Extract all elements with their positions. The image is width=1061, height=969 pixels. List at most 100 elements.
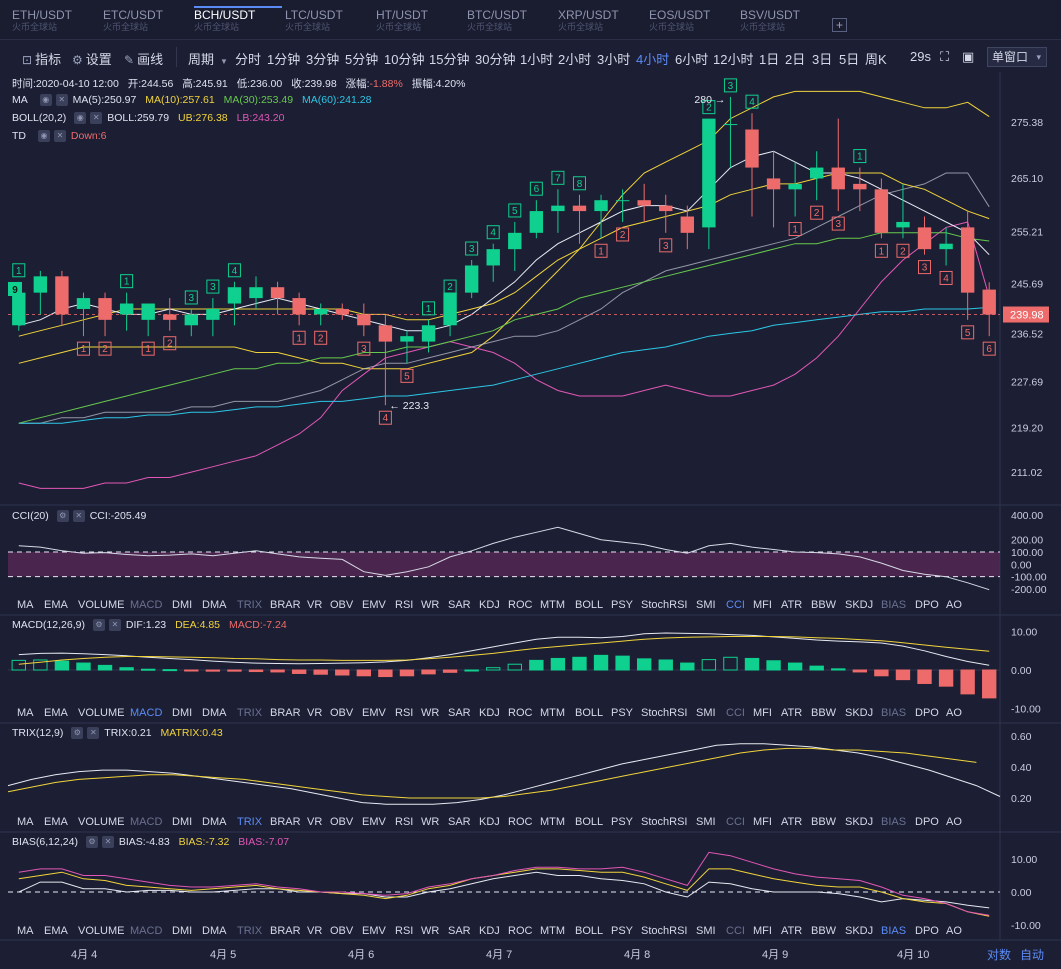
indicator-tab-vr[interactable]: VR — [307, 599, 323, 611]
indicator-tab-bias[interactable]: BIAS — [881, 599, 907, 611]
indicators-button[interactable]: ⊡ 指标 — [22, 49, 61, 68]
indicator-tab-emv[interactable]: EMV — [362, 599, 386, 611]
period-15[interactable]: 3日 — [812, 52, 833, 67]
indicator-tab-atr[interactable]: ATR — [781, 816, 803, 828]
close-icon[interactable]: ✕ — [72, 510, 85, 523]
gear-icon[interactable]: ⚙ — [71, 727, 84, 740]
period-17[interactable]: 周K — [865, 52, 887, 67]
period-4[interactable]: 10分钟 — [384, 52, 425, 67]
period-11[interactable]: 6小时 — [675, 52, 709, 67]
indicator-tab-macd[interactable]: MACD — [130, 599, 163, 611]
indicator-tab-emv[interactable]: EMV — [362, 707, 386, 719]
indicator-tab-rsi[interactable]: RSI — [395, 816, 414, 828]
indicator-tab-macd[interactable]: MACD — [130, 816, 163, 828]
period-10[interactable]: 4小时 — [636, 52, 670, 67]
indicator-tab-volume[interactable]: VOLUME — [78, 599, 125, 611]
indicator-tab-atr[interactable]: ATR — [781, 707, 803, 719]
indicator-tab-sar[interactable]: SAR — [448, 599, 471, 611]
indicator-tab-mfi[interactable]: MFI — [753, 925, 772, 937]
auto-scale-toggle[interactable]: 自动 — [1020, 948, 1045, 962]
indicator-tab-mtm[interactable]: MTM — [540, 707, 566, 719]
indicator-tab-trix[interactable]: TRIX — [237, 816, 263, 828]
indicator-tab-mfi[interactable]: MFI — [753, 707, 772, 719]
indicator-tab-ao[interactable]: AO — [946, 925, 962, 937]
indicator-tab-mfi[interactable]: MFI — [753, 816, 772, 828]
indicator-tab-dpo[interactable]: DPO — [915, 816, 939, 828]
indicator-tab-dma[interactable]: DMA — [202, 816, 227, 828]
gear-icon[interactable]: ⚙ — [92, 619, 105, 632]
indicator-tab-psy[interactable]: PSY — [611, 816, 634, 828]
close-icon[interactable]: ✕ — [55, 94, 68, 107]
close-icon[interactable]: ✕ — [90, 112, 103, 125]
indicator-tab-brar[interactable]: BRAR — [270, 816, 301, 828]
indicator-tab-stochrsi[interactable]: StochRSI — [641, 816, 688, 828]
draw-button[interactable]: ✎ 画线 — [124, 49, 163, 68]
period-12[interactable]: 12小时 — [713, 52, 754, 67]
indicator-tab-roc[interactable]: ROC — [508, 816, 533, 828]
indicator-tab-cci[interactable]: CCI — [726, 816, 745, 828]
indicator-tab-skdj[interactable]: SKDJ — [845, 816, 874, 828]
indicator-tab-kdj[interactable]: KDJ — [479, 707, 500, 719]
indicator-tab-ao[interactable]: AO — [946, 707, 962, 719]
period-14[interactable]: 2日 — [785, 52, 806, 67]
indicator-tab-ao[interactable]: AO — [946, 599, 962, 611]
eye-icon[interactable]: ◉ — [38, 130, 50, 143]
indicator-tab-ma[interactable]: MA — [17, 599, 34, 611]
gear-icon[interactable]: ⚙ — [85, 836, 98, 849]
indicator-tab-rsi[interactable]: RSI — [395, 925, 414, 937]
indicator-tab-ema[interactable]: EMA — [44, 925, 68, 937]
indicator-tab-macd[interactable]: MACD — [130, 925, 163, 937]
indicator-tab-kdj[interactable]: KDJ — [479, 925, 500, 937]
indicator-tab-dmi[interactable]: DMI — [172, 925, 193, 937]
indicator-tab-vr[interactable]: VR — [307, 816, 323, 828]
period-dropdown[interactable]: 周期 ▼ — [188, 49, 228, 68]
indicator-tab-dmi[interactable]: DMI — [172, 599, 193, 611]
indicator-tab-smi[interactable]: SMI — [696, 816, 716, 828]
indicator-tab-bbw[interactable]: BBW — [811, 925, 837, 937]
indicator-tab-mtm[interactable]: MTM — [540, 925, 566, 937]
indicator-tab-kdj[interactable]: KDJ — [479, 816, 500, 828]
window-mode-select[interactable]: 单窗口 ▾ — [987, 47, 1047, 67]
indicator-tab-rsi[interactable]: RSI — [395, 599, 414, 611]
indicator-tab-smi[interactable]: SMI — [696, 707, 716, 719]
indicator-tab-boll[interactable]: BOLL — [575, 599, 604, 611]
indicator-tab-cci[interactable]: CCI — [726, 707, 745, 719]
indicator-tab-ao[interactable]: AO — [946, 816, 962, 828]
fullscreen-icon[interactable]: ⛶ — [940, 49, 950, 64]
indicator-tab-stochrsi[interactable]: StochRSI — [641, 599, 688, 611]
indicator-tab-dmi[interactable]: DMI — [172, 816, 193, 828]
indicator-tab-bbw[interactable]: BBW — [811, 816, 837, 828]
indicator-tab-wr[interactable]: WR — [421, 816, 440, 828]
indicator-tab-roc[interactable]: ROC — [508, 707, 533, 719]
indicator-tab-psy[interactable]: PSY — [611, 925, 634, 937]
indicator-tab-skdj[interactable]: SKDJ — [845, 707, 874, 719]
indicator-tab-boll[interactable]: BOLL — [575, 925, 604, 937]
indicator-tab-atr[interactable]: ATR — [781, 925, 803, 937]
indicator-tab-atr[interactable]: ATR — [781, 599, 803, 611]
period-0[interactable]: 分时 — [235, 52, 262, 67]
indicator-tab-brar[interactable]: BRAR — [270, 925, 301, 937]
indicator-tab-volume[interactable]: VOLUME — [78, 816, 125, 828]
indicator-tab-cci[interactable]: CCI — [726, 599, 745, 611]
settings-panel-icon[interactable]: ▣ — [962, 49, 975, 64]
period-5[interactable]: 15分钟 — [429, 52, 470, 67]
indicator-tab-sar[interactable]: SAR — [448, 816, 471, 828]
indicator-tab-bias[interactable]: BIAS — [881, 925, 907, 937]
close-icon[interactable]: ✕ — [87, 727, 100, 740]
indicator-tab-sar[interactable]: SAR — [448, 925, 471, 937]
period-7[interactable]: 1小时 — [520, 52, 554, 67]
period-16[interactable]: 5日 — [839, 52, 860, 67]
indicator-tab-skdj[interactable]: SKDJ — [845, 599, 874, 611]
indicator-tab-vr[interactable]: VR — [307, 707, 323, 719]
indicator-tab-ma[interactable]: MA — [17, 925, 34, 937]
indicator-tab-obv[interactable]: OBV — [330, 816, 354, 828]
close-icon[interactable]: ✕ — [108, 619, 121, 632]
tab-bsv-usdt[interactable]: BSV/USDT 火币全球站 — [740, 8, 828, 38]
indicator-tab-dma[interactable]: DMA — [202, 925, 227, 937]
indicator-tab-bbw[interactable]: BBW — [811, 707, 837, 719]
indicator-tab-smi[interactable]: SMI — [696, 599, 716, 611]
close-icon[interactable]: ✕ — [54, 130, 66, 143]
indicator-tab-volume[interactable]: VOLUME — [78, 925, 125, 937]
period-2[interactable]: 3分钟 — [306, 52, 340, 67]
indicator-tab-brar[interactable]: BRAR — [270, 599, 301, 611]
